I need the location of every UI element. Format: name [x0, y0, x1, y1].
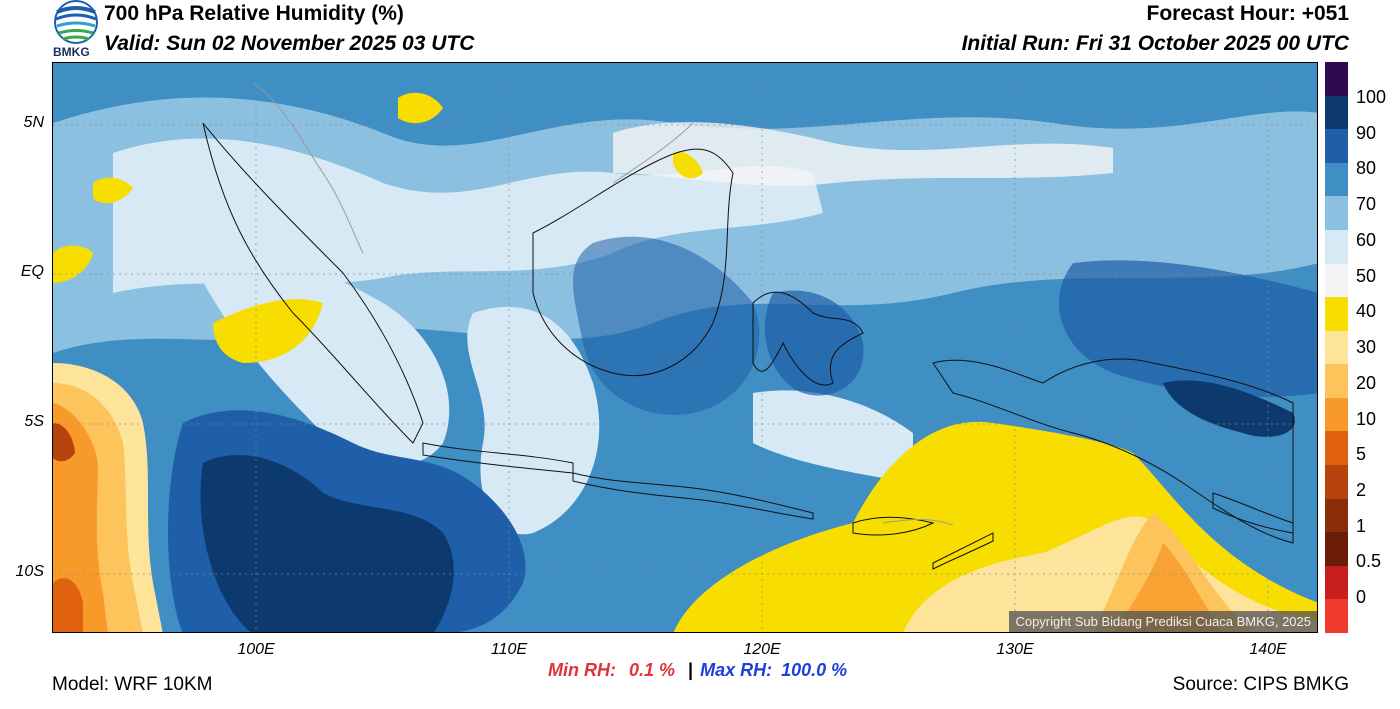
colorbar-segment	[1325, 532, 1348, 567]
colorbar-segment	[1325, 162, 1348, 197]
max-rh-value: 100.0 %	[781, 660, 848, 680]
colorbar-segment	[1325, 498, 1348, 533]
colorbar-segment	[1325, 196, 1348, 231]
colorbar-label-0-5: 0.5	[1356, 551, 1382, 571]
colorbar-segment	[1325, 565, 1348, 600]
lon-label-110e: 110E	[490, 641, 528, 658]
colorbar-segment	[1325, 364, 1348, 399]
lon-label-100e: 100E	[237, 641, 275, 658]
lat-label-5s: 5S	[24, 413, 44, 430]
lon-label-120e: 120E	[743, 641, 781, 658]
colorbar-segment	[1325, 297, 1348, 332]
colorbar-label-20: 20	[1356, 373, 1377, 393]
humidity-map: Copyright Sub Bidang Prediksi Cuaca BMKG…	[52, 62, 1318, 633]
colorbar-label-1: 1	[1356, 516, 1367, 536]
colorbar-label-0: 0	[1356, 587, 1367, 607]
max-rh-label: Max RH:	[700, 660, 773, 680]
bmkg-logo: BMKG	[53, 0, 99, 62]
copyright-note: Copyright Sub Bidang Prediksi Cuaca BMKG…	[1009, 611, 1317, 632]
colorbar-label-40: 40	[1356, 301, 1377, 321]
chart-title: 700 hPa Relative Humidity (%)	[104, 2, 404, 25]
lat-label-10s: 10S	[15, 563, 44, 580]
colorbar-segment	[1325, 95, 1348, 130]
valid-time: Valid: Sun 02 November 2025 03 UTC	[104, 32, 475, 55]
colorbar-segment	[1325, 599, 1348, 634]
colorbar-label-30: 30	[1356, 337, 1377, 357]
min-rh-label: Min RH:	[548, 660, 616, 680]
colorbar-segment	[1325, 431, 1348, 466]
lon-label-140e: 140E	[1249, 641, 1287, 658]
forecast-hour: Forecast Hour: +051	[1146, 2, 1350, 25]
rh-stats: Min RH: 0.1 % | Max RH: 100.0 %	[548, 660, 847, 681]
lat-label-5n: 5N	[23, 114, 44, 131]
colorbar-segment	[1325, 397, 1348, 432]
stats-separator: |	[688, 660, 694, 680]
lat-label-eq: EQ	[20, 263, 44, 280]
lon-label-130e: 130E	[996, 641, 1034, 658]
logo-text: BMKG	[53, 45, 90, 59]
min-rh-value: 0.1 %	[629, 660, 676, 680]
colorbar-label-2: 2	[1356, 480, 1367, 500]
colorbar-label-70: 70	[1356, 194, 1377, 214]
colorbar-label-5: 5	[1356, 444, 1367, 464]
source-label: Source: CIPS BMKG	[1172, 674, 1349, 695]
colorbar-segment	[1325, 229, 1348, 265]
colorbar-segment	[1325, 330, 1348, 365]
colorbar	[1325, 62, 1348, 634]
colorbar-label-60: 60	[1356, 230, 1377, 250]
colorbar-segment	[1325, 129, 1348, 164]
colorbar-label-80: 80	[1356, 158, 1377, 178]
colorbar-label-90: 90	[1356, 123, 1377, 143]
colorbar-segment	[1325, 465, 1348, 500]
colorbar-segment	[1325, 263, 1348, 298]
colorbar-label-10: 10	[1356, 409, 1377, 429]
initial-run: Initial Run: Fri 31 October 2025 00 UTC	[961, 32, 1349, 55]
colorbar-label-50: 50	[1356, 266, 1377, 286]
model-label: Model: WRF 10KM	[52, 674, 213, 695]
colorbar-segment	[1325, 62, 1348, 97]
colorbar-label-100: 100	[1356, 87, 1387, 107]
